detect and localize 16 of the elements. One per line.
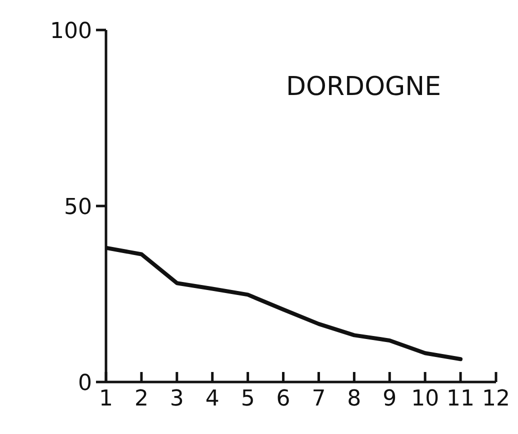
y-tick-label: 100	[50, 18, 92, 44]
x-tick-label: 6	[276, 386, 290, 412]
x-tick-label: 7	[312, 386, 326, 412]
x-tick-label: 4	[205, 386, 220, 412]
x-tick-label: 3	[170, 386, 184, 412]
x-tick-label: 11	[446, 386, 475, 412]
x-tick-label: 12	[482, 386, 510, 412]
y-tick-label: 0	[78, 370, 92, 396]
x-tick-label: 1	[99, 386, 113, 412]
x-tick-label: 10	[411, 386, 440, 412]
x-tick-label: 8	[347, 386, 362, 412]
text: DORDOGNE	[286, 72, 442, 102]
x-tick-label: 5	[240, 386, 255, 412]
x-tick-label: 2	[134, 386, 148, 412]
y-tick-label: 50	[64, 194, 92, 220]
x-tick-label: 9	[382, 386, 397, 412]
